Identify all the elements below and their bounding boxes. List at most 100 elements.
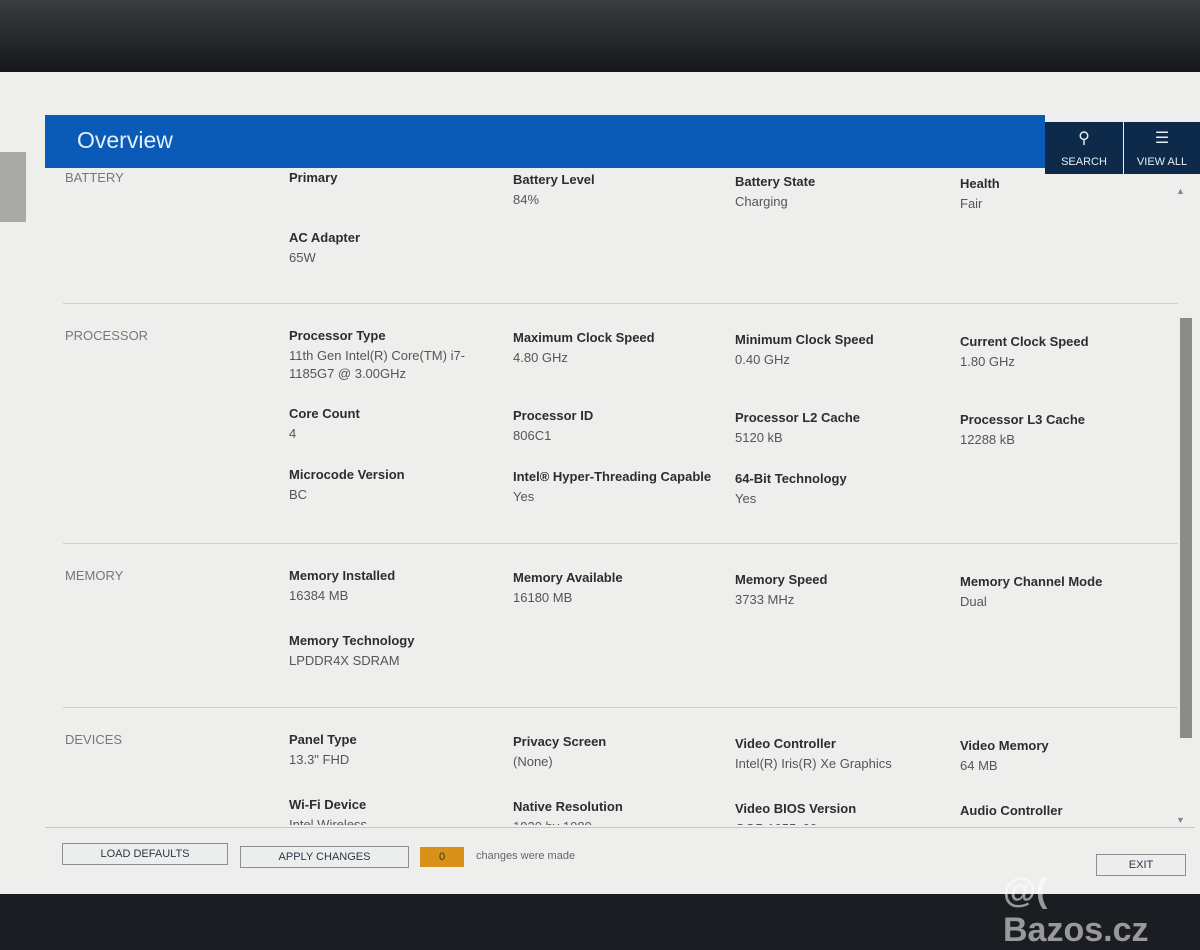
info-field: Video Controller Intel(R) Iris(R) Xe Grap… <box>735 736 950 773</box>
field-label: Memory Installed <box>289 568 396 583</box>
info-field: Minimum Clock Speed 0.40 GHz <box>735 332 950 369</box>
watermark: @( Bazos.cz <box>1003 872 1149 949</box>
field-label: Current Clock Speed <box>960 334 1089 349</box>
field-value: 13.3" FHD <box>289 752 350 767</box>
field-value: 4.80 GHz <box>513 350 568 365</box>
info-field: Battery Level 84% <box>513 172 728 209</box>
field-value: BC <box>289 487 308 502</box>
info-field: Processor L2 Cache 5120 kB <box>735 410 950 447</box>
info-field: Video BIOS Version GOP 1055v00 <box>735 801 950 825</box>
field-label: Processor ID <box>513 408 594 423</box>
field-label: Primary <box>289 170 338 185</box>
scroll-up-icon[interactable]: ▲ <box>1176 186 1185 196</box>
field-label: Wi-Fi Device <box>289 797 367 812</box>
field-value: Charging <box>735 194 788 209</box>
info-field: Memory Speed 3733 MHz <box>735 572 950 609</box>
info-field: Native Resolution 1920 by 1080 <box>513 799 728 825</box>
field-value: Intel(R) Iris(R) Xe Graphics <box>735 756 892 771</box>
info-field: Panel Type 13.3" FHD <box>289 732 504 769</box>
section-label: BATTERY <box>65 170 124 185</box>
scrollbar[interactable] <box>1180 318 1192 738</box>
info-field: Memory Installed 16384 MB <box>289 568 504 605</box>
info-field: Primary <box>289 170 504 189</box>
field-label: Memory Available <box>513 570 623 585</box>
view-all-button[interactable]: ☰ VIEW ALL <box>1124 122 1200 174</box>
field-label: Processor L3 Cache <box>960 412 1086 427</box>
info-field: Wi-Fi Device Intel Wireless <box>289 797 504 825</box>
field-value: 16384 MB <box>289 588 349 603</box>
field-label: Memory Channel Mode <box>960 574 1103 589</box>
overview-content[interactable]: BATTERY Primary Battery Level 84% Battery St… <box>45 168 1180 825</box>
section-divider <box>63 707 1178 708</box>
field-value: 5120 kB <box>735 430 783 445</box>
changes-text: changes were made <box>476 850 576 862</box>
section-label: DEVICES <box>65 732 123 747</box>
info-field: 64-Bit Technology Yes <box>735 471 950 508</box>
field-value: 806C1 <box>513 428 552 443</box>
info-field: Processor L3 Cache 12288 kB <box>960 412 1175 449</box>
bios-screen <box>0 72 1200 894</box>
search-label: SEARCH <box>1061 156 1107 168</box>
field-value: 12288 kB <box>960 432 1015 447</box>
field-label: Panel Type <box>289 732 357 747</box>
field-value: Fair <box>960 196 983 211</box>
info-field: Health Fair <box>960 176 1175 213</box>
change-count-badge: 0 <box>420 847 464 867</box>
info-field: Memory Channel Mode Dual <box>960 574 1175 611</box>
field-label: Privacy Screen <box>513 734 607 749</box>
exit-button[interactable]: EXIT <box>1096 854 1186 876</box>
section-divider <box>63 303 1178 304</box>
scroll-down-icon[interactable]: ▼ <box>1176 815 1185 825</box>
info-field: Memory Technology LPDDR4X SDRAM <box>289 633 504 670</box>
search-button[interactable]: ⚲ SEARCH <box>1045 122 1123 174</box>
field-value: GOP 1055v00 <box>735 820 950 825</box>
load-defaults-button[interactable]: LOAD DEFAULTS <box>62 843 228 865</box>
field-label: Microcode Version <box>289 467 405 482</box>
apply-changes-button[interactable]: APPLY CHANGES <box>240 846 409 868</box>
monitor-bezel <box>0 0 1200 72</box>
field-label: Native Resolution <box>513 799 623 814</box>
info-field: Privacy Screen (None) <box>513 734 728 771</box>
field-label: Video BIOS Version <box>735 801 857 816</box>
field-label: Minimum Clock Speed <box>735 332 874 347</box>
filter-sliders-icon: ☰ <box>1154 130 1170 147</box>
info-field: AC Adapter 65W <box>289 230 504 267</box>
field-value: 0.40 GHz <box>735 352 790 367</box>
field-value: 16180 MB <box>513 590 573 605</box>
field-label: AC Adapter <box>289 230 361 245</box>
info-field: Core Count 4 <box>289 406 504 443</box>
field-value: 65W <box>289 250 316 265</box>
field-label: Intel® Hyper-Threading Capable <box>513 469 712 484</box>
field-label: Battery Level <box>513 172 595 187</box>
field-label: Core Count <box>289 406 360 421</box>
field-value: Dual <box>960 594 987 609</box>
field-label: Processor L2 Cache <box>735 410 861 425</box>
field-value: Realtek ALC3281-CG <box>960 822 1175 825</box>
field-value: Yes <box>735 491 757 506</box>
info-field: Memory Available 16180 MB <box>513 570 728 607</box>
info-field: Maximum Clock Speed 4.80 GHz <box>513 330 728 367</box>
section-label: PROCESSOR <box>65 328 149 343</box>
field-label: 64-Bit Technology <box>735 471 847 486</box>
field-value: (None) <box>513 754 553 769</box>
field-label: Video Controller <box>735 736 836 751</box>
field-value: 64 MB <box>960 758 998 773</box>
overview-header: Overview <box>45 115 1045 168</box>
section-divider <box>63 543 1178 544</box>
field-label: Video Memory <box>960 738 1049 753</box>
info-field: Intel® Hyper-Threading Capable Yes <box>513 469 728 506</box>
field-value: 84% <box>513 192 540 207</box>
field-label: Audio Controller <box>960 803 1063 818</box>
info-field: Processor ID 806C1 <box>513 408 728 445</box>
info-field: Processor Type 11th Gen Intel(R) Core(TM)… <box>289 328 504 383</box>
field-value: 11th Gen Intel(R) Core(TM) i7-1185G7 @ 3… <box>289 348 466 381</box>
view-all-label: VIEW ALL <box>1136 156 1188 168</box>
side-tab <box>0 152 26 222</box>
field-label: Health <box>960 176 1000 191</box>
field-value: LPDDR4X SDRAM <box>289 653 400 668</box>
field-label: Processor Type <box>289 328 386 343</box>
field-label: Memory Technology <box>289 633 415 648</box>
field-value: 3733 MHz <box>735 592 795 607</box>
page-title: Overview <box>77 127 173 153</box>
field-value: 1920 by 1080 <box>513 818 728 825</box>
